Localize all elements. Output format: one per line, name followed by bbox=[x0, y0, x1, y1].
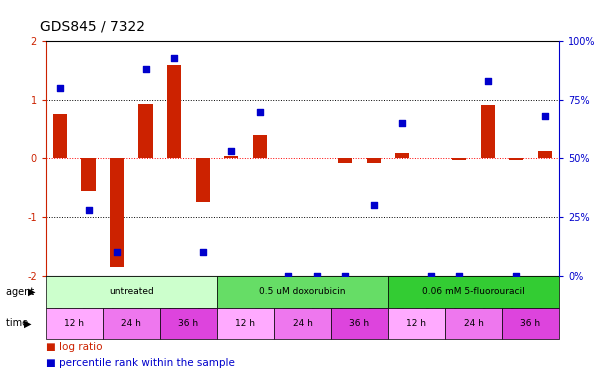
Bar bbox=[46, 308, 103, 339]
Bar bbox=[46, 276, 217, 308]
Point bbox=[141, 66, 150, 72]
Bar bbox=[81, 158, 96, 190]
Bar bbox=[538, 152, 552, 158]
Bar bbox=[338, 158, 353, 162]
Text: 12 h: 12 h bbox=[235, 319, 255, 328]
Bar bbox=[217, 276, 388, 308]
Text: 36 h: 36 h bbox=[521, 319, 541, 328]
Bar bbox=[481, 105, 495, 158]
Bar bbox=[509, 158, 524, 160]
Point bbox=[511, 273, 521, 279]
Bar bbox=[331, 308, 388, 339]
Bar bbox=[502, 308, 559, 339]
Point bbox=[455, 273, 464, 279]
Point bbox=[55, 85, 65, 91]
Point bbox=[198, 249, 208, 255]
Bar bbox=[388, 308, 445, 339]
Bar bbox=[252, 135, 267, 158]
Bar bbox=[217, 308, 274, 339]
Text: agent: agent bbox=[6, 286, 37, 297]
Point bbox=[540, 113, 550, 119]
Text: 24 h: 24 h bbox=[293, 319, 312, 328]
Text: time: time bbox=[6, 318, 31, 328]
Bar bbox=[388, 276, 559, 308]
Text: 0.06 mM 5-fluorouracil: 0.06 mM 5-fluorouracil bbox=[422, 287, 525, 296]
Text: 24 h: 24 h bbox=[464, 319, 483, 328]
Text: 12 h: 12 h bbox=[406, 319, 426, 328]
Point bbox=[84, 207, 93, 213]
Point bbox=[426, 273, 436, 279]
Bar bbox=[53, 114, 67, 158]
Text: 0.5 uM doxorubicin: 0.5 uM doxorubicin bbox=[259, 287, 346, 296]
Text: 36 h: 36 h bbox=[178, 319, 199, 328]
Bar bbox=[167, 64, 181, 158]
Bar bbox=[445, 308, 502, 339]
Bar bbox=[110, 158, 124, 267]
Point bbox=[369, 202, 379, 208]
Text: GDS845 / 7322: GDS845 / 7322 bbox=[40, 20, 145, 34]
Point bbox=[169, 55, 179, 61]
Bar bbox=[274, 308, 331, 339]
Bar bbox=[224, 156, 238, 158]
Point bbox=[483, 78, 492, 84]
Bar bbox=[452, 158, 466, 160]
Bar bbox=[139, 104, 153, 158]
Text: 36 h: 36 h bbox=[349, 319, 370, 328]
Text: 12 h: 12 h bbox=[64, 319, 84, 328]
Point bbox=[340, 273, 350, 279]
Text: 24 h: 24 h bbox=[122, 319, 141, 328]
Point bbox=[312, 273, 321, 279]
Point bbox=[284, 273, 293, 279]
Bar bbox=[103, 308, 160, 339]
Text: ■ log ratio: ■ log ratio bbox=[46, 342, 102, 352]
Bar bbox=[395, 153, 409, 158]
Text: untreated: untreated bbox=[109, 287, 154, 296]
Point bbox=[112, 249, 122, 255]
Bar bbox=[196, 158, 210, 203]
Bar bbox=[160, 308, 217, 339]
Bar bbox=[367, 158, 381, 162]
Text: ▶: ▶ bbox=[24, 318, 32, 328]
Text: ▶: ▶ bbox=[27, 286, 35, 297]
Point bbox=[226, 148, 236, 154]
Point bbox=[255, 109, 265, 115]
Text: ■ percentile rank within the sample: ■ percentile rank within the sample bbox=[46, 358, 235, 368]
Point bbox=[397, 120, 407, 126]
